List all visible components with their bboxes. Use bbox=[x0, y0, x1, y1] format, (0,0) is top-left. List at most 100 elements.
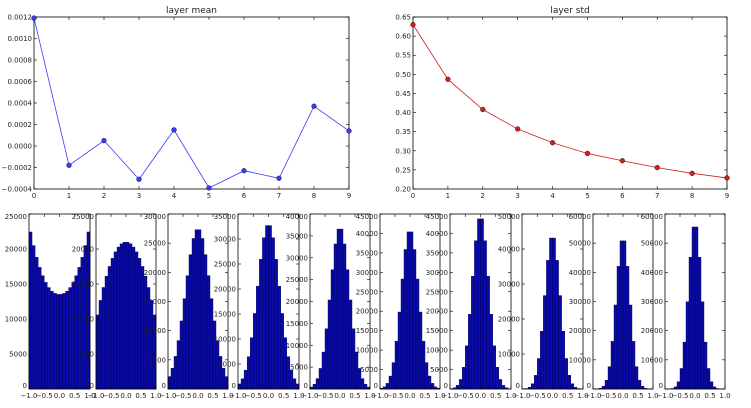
histogram-bar bbox=[200, 238, 205, 390]
histogram-bar bbox=[637, 380, 642, 390]
histogram-bar bbox=[537, 358, 541, 390]
histogram-bar bbox=[530, 383, 535, 390]
x-tick-label: 8 bbox=[690, 192, 694, 200]
histogram-bar bbox=[173, 356, 178, 390]
y-tick-label: 0 bbox=[444, 382, 448, 390]
data-point bbox=[311, 103, 317, 109]
x-tick-label: 1.0 bbox=[222, 392, 233, 400]
histogram-bar bbox=[415, 278, 420, 390]
x-tick-label: 0 bbox=[411, 192, 415, 200]
histogram-bar bbox=[119, 243, 124, 390]
y-tick-label: 20000 bbox=[426, 308, 448, 316]
histogram-bar bbox=[468, 314, 472, 390]
y-tick-label: 25000 bbox=[72, 213, 94, 221]
y-tick-label: 15000 bbox=[286, 320, 308, 328]
x-tick-label: 5 bbox=[585, 192, 589, 200]
x-tick-label: 1.0 bbox=[84, 392, 95, 400]
histogram-bar bbox=[394, 340, 399, 390]
x-tick-label: −0.5 bbox=[245, 392, 262, 400]
histogram-bar bbox=[336, 228, 341, 390]
y-tick-label: 0.30 bbox=[395, 147, 411, 155]
x-tick-label: 3 bbox=[515, 192, 519, 200]
histogram-bar bbox=[65, 290, 69, 390]
histogram-bar bbox=[256, 285, 260, 390]
x-tick-label: −1.0 bbox=[21, 392, 38, 400]
x-tick-label: 2 bbox=[102, 192, 106, 200]
histogram-bar bbox=[409, 231, 414, 390]
y-tick-label: 0 bbox=[304, 382, 308, 390]
histogram-bar bbox=[480, 218, 484, 390]
chart-title: layer std bbox=[550, 6, 589, 16]
x-tick-label: 0.5 bbox=[632, 392, 643, 400]
x-tick-label: 1.0 bbox=[364, 392, 375, 400]
histogram-bar bbox=[543, 295, 547, 390]
histogram-bar bbox=[191, 238, 196, 390]
y-tick-label: 10000 bbox=[426, 347, 448, 355]
x-tick-label: 1.0 bbox=[577, 392, 588, 400]
histogram-bar bbox=[28, 231, 33, 390]
histogram-bar bbox=[703, 341, 708, 390]
x-tick-label: 0.0 bbox=[475, 392, 486, 400]
y-tick-label: 20000 bbox=[286, 298, 308, 306]
histogram-bar bbox=[561, 331, 565, 390]
histogram-bar bbox=[104, 275, 109, 390]
y-tick-label: 0 bbox=[90, 382, 94, 390]
y-tick-label: 20000 bbox=[569, 327, 591, 335]
histogram-bar bbox=[427, 375, 432, 390]
histogram-bar bbox=[268, 225, 272, 390]
data-point bbox=[171, 127, 177, 133]
y-tick-label: 20000 bbox=[72, 246, 94, 254]
x-tick-label: 0.5 bbox=[419, 392, 430, 400]
histogram-bar bbox=[706, 368, 711, 390]
y-tick-label: 25000 bbox=[5, 213, 27, 221]
y-tick-label: 10000 bbox=[498, 351, 520, 359]
histogram-bar bbox=[56, 294, 60, 390]
histogram-bar bbox=[348, 299, 353, 390]
y-tick-label: 0.0012 bbox=[8, 14, 33, 22]
histogram-bar bbox=[237, 383, 242, 390]
histogram-bar bbox=[86, 231, 91, 390]
histogram-bar bbox=[292, 378, 297, 390]
y-tick-label: 60000 bbox=[641, 213, 663, 221]
y-tick-label: 50000 bbox=[569, 240, 591, 248]
histogram-bar bbox=[403, 249, 408, 390]
histogram-bar bbox=[546, 260, 550, 390]
histogram-bar bbox=[321, 351, 326, 390]
x-tick-label: 6 bbox=[242, 192, 247, 200]
histogram-bar bbox=[540, 331, 544, 390]
histogram-bar bbox=[188, 254, 193, 390]
y-tick-label: 35000 bbox=[426, 249, 448, 257]
histogram-bar bbox=[116, 246, 121, 390]
x-tick-label: 3 bbox=[137, 192, 141, 200]
data-point bbox=[584, 150, 591, 157]
histogram-bar bbox=[555, 260, 559, 390]
x-tick-label: −0.5 bbox=[175, 392, 192, 400]
histogram-bar bbox=[206, 275, 211, 390]
x-tick-label: 0.5 bbox=[704, 392, 715, 400]
y-tick-label: 0 bbox=[374, 382, 378, 390]
histogram-bar bbox=[552, 237, 556, 390]
histogram-bar bbox=[240, 378, 245, 390]
histogram-bar bbox=[412, 249, 417, 390]
histogram-bar bbox=[330, 269, 335, 390]
histogram-bar bbox=[622, 240, 627, 390]
histogram-bar bbox=[44, 282, 48, 390]
histogram-bar bbox=[137, 258, 142, 390]
x-tick-label: −1.0 bbox=[442, 392, 459, 400]
y-tick-label: 0.0000 bbox=[8, 143, 33, 151]
y-tick-label: 0.55 bbox=[395, 52, 411, 60]
x-tick-label: −0.5 bbox=[387, 392, 404, 400]
y-tick-label: 30000 bbox=[214, 236, 236, 244]
y-tick-label: 0.35 bbox=[395, 128, 411, 136]
y-tick-label: 35000 bbox=[356, 249, 378, 257]
histogram-bar bbox=[495, 367, 499, 390]
histogram-bar bbox=[570, 383, 575, 390]
histogram-bar bbox=[685, 301, 690, 390]
data-point bbox=[241, 168, 247, 174]
histogram-bar bbox=[682, 341, 687, 390]
histogram-bar bbox=[134, 251, 139, 390]
y-tick-label: 0 bbox=[516, 382, 520, 390]
histogram-bar bbox=[289, 369, 294, 390]
histogram-bar bbox=[354, 351, 359, 390]
histogram-bar bbox=[224, 376, 229, 390]
